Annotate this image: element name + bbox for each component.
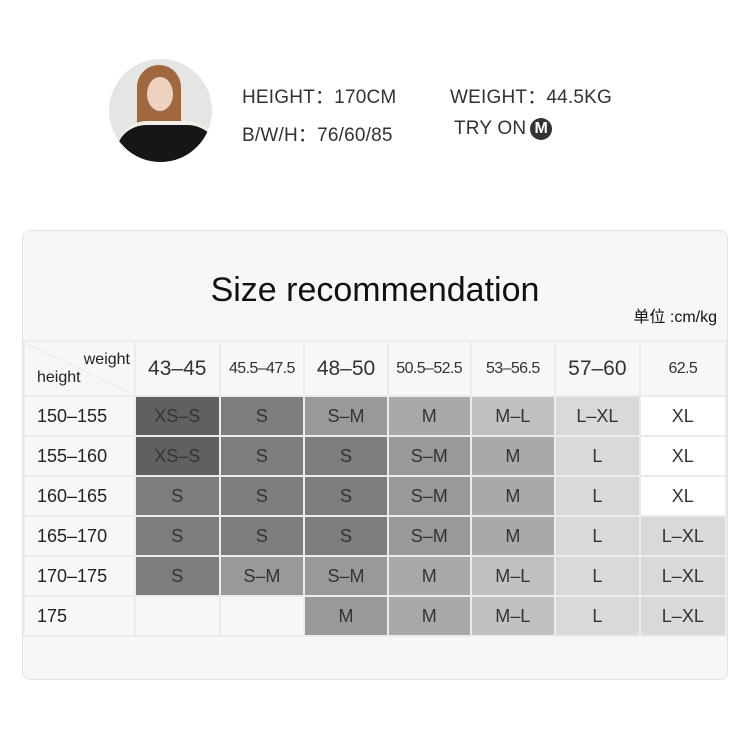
corner-height: height <box>37 369 81 386</box>
size-cell: S–M <box>303 395 389 437</box>
table-row: 175 M M M–L L L–XL <box>23 595 728 637</box>
row-header: 175 <box>23 595 136 637</box>
size-cell: M <box>469 475 557 517</box>
size-cell: S <box>218 395 306 437</box>
size-cell <box>133 595 221 637</box>
size-cell: L <box>554 515 641 557</box>
size-cell: L–XL <box>554 395 641 437</box>
size-cell: M–L <box>469 555 557 597</box>
size-cell: S <box>303 435 389 477</box>
size-cell: S <box>133 515 221 557</box>
size-cell: M <box>303 595 389 637</box>
size-cell: M <box>386 595 472 637</box>
column-header: 50.5–52.5 <box>386 340 472 397</box>
row-header: 160–165 <box>23 475 136 517</box>
size-cell: L <box>554 435 641 477</box>
size-cell: S–M <box>303 555 389 597</box>
column-header: 53–56.5 <box>469 340 557 397</box>
size-cell <box>218 595 306 637</box>
size-cell: L–XL <box>638 555 728 597</box>
size-cell: S <box>218 515 306 557</box>
size-cell: L <box>554 475 641 517</box>
row-header: 165–170 <box>23 515 136 557</box>
size-table: weight height 43–45 45.5–47.5 48–50 50.5–52.5… <box>23 340 728 637</box>
model-height: HEIGHT：170CM <box>242 87 397 108</box>
size-cell: L–XL <box>638 515 728 557</box>
size-cell: M–L <box>469 595 557 637</box>
size-badge-icon: M <box>530 118 553 140</box>
row-header: 150–155 <box>23 395 136 437</box>
size-cell: S <box>133 555 221 597</box>
model-weight: WEIGHT：44.5KG <box>450 87 613 108</box>
size-cell: S <box>133 475 221 517</box>
size-cell: S <box>218 435 306 477</box>
size-cell: S <box>218 475 306 517</box>
size-cell: L–XL <box>638 595 728 637</box>
chart-title: Size recommendation <box>210 271 540 309</box>
row-header: 155–160 <box>23 435 136 477</box>
size-cell: XS–S <box>133 435 221 477</box>
size-cell: L <box>554 595 641 637</box>
table-row: 150–155 XS–S S S–M M M–L L–XL XL <box>23 395 728 437</box>
unit-label: 单位 :cm/kg <box>633 309 717 326</box>
corner-weight: weight <box>83 351 130 368</box>
size-cell: S <box>303 475 389 517</box>
column-header: 43–45 <box>133 340 221 397</box>
size-cell: L <box>554 555 641 597</box>
model-bwh: B/W/H：76/60/85 <box>242 125 393 146</box>
size-cell: XL <box>638 475 728 517</box>
column-header: 45.5–47.5 <box>218 340 306 397</box>
size-cell: M <box>386 395 472 437</box>
size-cell: M–L <box>469 395 557 437</box>
size-cell: XL <box>638 435 728 477</box>
size-cell: M <box>386 555 472 597</box>
size-cell: M <box>469 515 557 557</box>
model-avatar <box>109 59 212 162</box>
size-cell: S–M <box>386 435 472 477</box>
model-try-on: TRY ON M <box>454 118 553 140</box>
table-row: 155–160 XS–S S S S–M M L XL <box>23 435 728 477</box>
size-recommendation-card: Size recommendation 单位 :cm/kg weight heig… <box>22 230 728 680</box>
column-header: 57–60 <box>554 340 641 397</box>
try-on-label: TRY ON <box>454 118 527 140</box>
row-header: 170–175 <box>23 555 136 597</box>
column-header: 62.5 <box>638 340 728 397</box>
size-cell: XS–S <box>133 395 221 437</box>
size-cell: S <box>303 515 389 557</box>
table-row: 170–175 S S–M S–M M M–L L L–XL <box>23 555 728 597</box>
column-header: 48–50 <box>303 340 389 397</box>
size-cell: M <box>469 435 557 477</box>
table-row: 160–165 S S S S–M M L XL <box>23 475 728 517</box>
size-cell: S–M <box>386 515 472 557</box>
table-row: 165–170 S S S S–M M L L–XL <box>23 515 728 557</box>
size-cell: S–M <box>386 475 472 517</box>
corner-header: weight height <box>23 340 136 397</box>
size-cell: S–M <box>218 555 306 597</box>
size-cell: XL <box>638 395 728 437</box>
